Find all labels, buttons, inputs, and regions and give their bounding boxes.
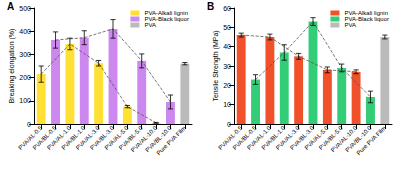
- svg-text:500: 500: [19, 5, 31, 12]
- svg-text:PVA/AL-3.0: PVA/AL-3.0: [74, 124, 101, 151]
- svg-text:PVA-Black liquor: PVA-Black liquor: [344, 16, 389, 22]
- svg-text:B: B: [207, 1, 214, 12]
- svg-text:40: 40: [223, 43, 231, 50]
- svg-text:PVA/AL-3.0: PVA/AL-3.0: [274, 124, 301, 151]
- svg-text:PVA/AL-1.0: PVA/AL-1.0: [46, 124, 72, 151]
- svg-text:PVA-Black liquor: PVA-Black liquor: [144, 16, 189, 22]
- svg-text:0: 0: [227, 121, 231, 128]
- svg-text:PVA/BL-10.0: PVA/BL-10.0: [144, 124, 173, 154]
- svg-text:A: A: [7, 1, 14, 12]
- svg-text:PVA/BL-3.0: PVA/BL-3.0: [89, 124, 116, 151]
- svg-text:50: 50: [223, 24, 231, 31]
- svg-text:Pure PVA Film: Pure PVA Film: [355, 125, 386, 156]
- svg-text:300: 300: [19, 51, 31, 58]
- svg-text:PVA-Alkali lignin: PVA-Alkali lignin: [344, 10, 388, 16]
- svg-text:PVA: PVA: [144, 22, 156, 28]
- svg-text:PVA/BL-10.0: PVA/BL-10.0: [344, 124, 373, 154]
- svg-text:20: 20: [223, 82, 231, 89]
- svg-text:PVA/AL-0.5: PVA/AL-0.5: [217, 124, 244, 151]
- svg-text:PVA/BL-5.0: PVA/BL-5.0: [317, 124, 344, 151]
- svg-text:PVA: PVA: [344, 22, 356, 28]
- svg-text:PVA/AL-10.0: PVA/AL-10.0: [329, 124, 359, 154]
- svg-text:Tensile Strength (MPa): Tensile Strength (MPa): [212, 30, 220, 101]
- svg-text:PVA/AL-10.0: PVA/AL-10.0: [129, 124, 159, 154]
- svg-text:60: 60: [223, 5, 231, 12]
- svg-text:PVA/BL-0.5: PVA/BL-0.5: [31, 124, 58, 151]
- svg-text:PVA/AL-5.0: PVA/AL-5.0: [303, 124, 330, 151]
- svg-text:PVA/BL-3.0: PVA/BL-3.0: [289, 124, 316, 151]
- svg-text:PVA/BL-1.0: PVA/BL-1.0: [260, 124, 287, 151]
- svg-text:PVA-Alkali lignin: PVA-Alkali lignin: [144, 10, 188, 16]
- svg-text:PVA/AL-0.5: PVA/AL-0.5: [17, 124, 44, 151]
- svg-text:100: 100: [19, 97, 31, 104]
- svg-text:400: 400: [19, 28, 31, 35]
- svg-text:PVA/AL-5.0: PVA/AL-5.0: [103, 124, 130, 151]
- svg-text:30: 30: [223, 63, 231, 70]
- svg-text:Pure PVA Film: Pure PVA Film: [155, 125, 186, 156]
- svg-text:PVA/BL-0.5: PVA/BL-0.5: [231, 124, 258, 151]
- svg-text:Breaking elongation (%): Breaking elongation (%): [8, 29, 16, 104]
- svg-text:200: 200: [19, 74, 31, 81]
- svg-text:10: 10: [223, 101, 231, 108]
- svg-text:PVA/BL-1.0: PVA/BL-1.0: [60, 124, 87, 151]
- svg-text:PVA/BL-5.0: PVA/BL-5.0: [117, 124, 144, 151]
- svg-text:0: 0: [27, 121, 31, 128]
- svg-text:PVA/AL-1.0: PVA/AL-1.0: [246, 124, 272, 151]
